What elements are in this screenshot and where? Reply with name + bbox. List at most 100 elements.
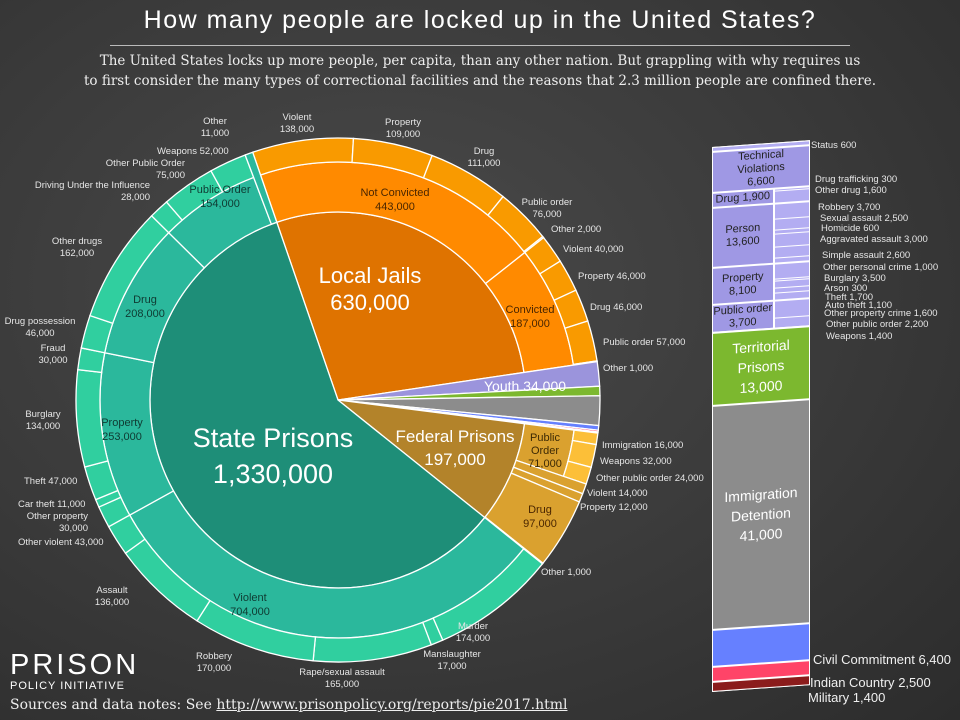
label-property: Property 109,000 — [385, 117, 421, 141]
label-value: 2,000 — [577, 224, 602, 235]
label-value: 11,000 — [57, 499, 86, 510]
label-robbery: Robbery 3,700 — [818, 202, 880, 214]
label-value: 1,600 — [913, 308, 938, 319]
label-value: 32,000 — [642, 456, 672, 467]
label-value: 24,000 — [674, 473, 704, 484]
technical-violations-label: Technical Violations — [737, 147, 785, 176]
label-weapons: Weapons 32,000 — [600, 456, 672, 468]
label-violent: Violent 14,000 — [587, 488, 648, 500]
label-sexual-assault: Sexual assault 2,500 — [820, 213, 908, 225]
label-property: Property 253,000 — [101, 416, 143, 444]
youth-property-value: 8,100 — [728, 283, 757, 298]
label-state-prisons: State Prisons 1,330,000 — [193, 420, 354, 492]
label-burglary: Burglary 3,500 — [824, 273, 886, 285]
label-name: State Prisons — [192, 423, 354, 453]
label-other: Other 2,000 — [551, 224, 601, 236]
label-name: Other property crime — [824, 308, 912, 319]
label-value: 6,400 — [918, 652, 952, 667]
label-name: Sexual assault — [820, 213, 882, 224]
label-name: Other drugs — [51, 236, 103, 247]
label-name: Robbery — [196, 651, 232, 662]
immigration-value: 41,000 — [739, 525, 783, 545]
label-civil-commitment: Civil Commitment 6,400 — [813, 652, 951, 667]
label-name: Other violent — [18, 537, 72, 548]
label-drug-trafficking: Drug trafficking 300 — [815, 174, 897, 186]
label-name: Burglary — [25, 409, 61, 420]
youth-drug-label: Drug 1,900 — [715, 189, 770, 206]
label-value: 2,500 — [884, 213, 909, 224]
detail-bar: Technical Violations 6,600 Drug 1,900 Pe… — [712, 140, 810, 693]
bar-youth-burglary — [774, 262, 809, 279]
label-value: 165,000 — [324, 679, 360, 690]
label-name: Drug trafficking — [815, 174, 879, 185]
label-name: Driving Under the Influence — [34, 180, 150, 191]
territorial-label: Territorial Prisons — [732, 336, 790, 376]
label-name: Public order — [603, 337, 654, 348]
label-value: 162,000 — [59, 248, 95, 259]
label-public-order: Public order 76,000 — [522, 197, 573, 221]
label-name: Other — [551, 224, 575, 235]
label-value: 1,100 — [868, 300, 893, 311]
label-value: 1,330,000 — [212, 459, 334, 489]
label-name: Car theft — [18, 499, 55, 510]
label-value: 28,000 — [120, 192, 150, 203]
label-value: 46,000 — [616, 271, 646, 282]
title-divider — [110, 45, 850, 46]
label-other: Other 1,000 — [603, 363, 653, 375]
label-drug-possession: Drug possession 46,000 — [5, 316, 76, 340]
label-drug: Drug 97,000 — [523, 503, 557, 531]
label-name: Drug — [590, 302, 611, 313]
label-car-theft: Car theft 11,000 — [18, 499, 85, 511]
label-weapons: Weapons 1,400 — [826, 331, 892, 343]
bar-youth-other-property-crime — [774, 291, 809, 300]
label-other-public-order: Other public order 24,000 — [596, 473, 704, 485]
label-status: Status 600 — [811, 140, 856, 152]
label-value: 47,000 — [48, 476, 78, 487]
label-name: Status — [811, 140, 838, 151]
sources-link[interactable]: http://www.prisonpolicy.org/reports/pie2… — [216, 697, 568, 713]
label-name: Other drug — [815, 185, 861, 196]
label-value: 12,000 — [618, 502, 648, 513]
label-name: Property — [385, 117, 421, 128]
page-title: How many people are locked up in the Uni… — [143, 6, 817, 34]
label-name: Other — [203, 116, 227, 127]
label-arson: Arson 300 — [824, 283, 867, 295]
label-value: 46,000 — [25, 328, 55, 339]
label-value: 97,000 — [523, 518, 557, 530]
label-value: 30,000 — [58, 523, 88, 534]
label-drug: Drug 46,000 — [590, 302, 642, 314]
label-name: Convicted — [505, 304, 555, 316]
label-value: 52,000 — [199, 146, 229, 157]
bar-youth-other-public-order — [774, 299, 809, 318]
label-value: 1,700 — [849, 292, 874, 303]
label-local-jails: Local Jails 630,000 — [319, 262, 422, 316]
label-name: Assault — [96, 585, 128, 596]
label-value: 3,000 — [903, 234, 928, 245]
subtitle-line-1: The United States locks up more people, … — [99, 53, 861, 69]
label-name: Federal Prisons — [395, 427, 515, 446]
label-name: Public Order — [189, 184, 251, 196]
label-name: Other — [603, 363, 627, 374]
label-value: 40,000 — [594, 244, 624, 255]
bar-youth-aggravated-assault — [774, 232, 809, 247]
label-value: 443,000 — [375, 201, 415, 213]
bar-civil-commitment — [713, 624, 809, 666]
youth-person-value: 13,600 — [725, 234, 760, 249]
label-value: 2,200 — [904, 319, 929, 330]
label-name: Violent — [563, 244, 592, 255]
label-other-public-order: Other Public Order 75,000 — [106, 158, 185, 182]
label-other: Other 11,000 — [201, 116, 229, 140]
label-name: Theft — [24, 476, 46, 487]
label-name: Drug — [473, 146, 495, 157]
label-name: Public Order — [530, 432, 560, 457]
label-indian-country: Indian Country 2,500 — [810, 675, 931, 690]
bar-youth-weapons — [774, 315, 809, 328]
label-rape-sexual-assault: Rape/sexual assault 165,000 — [299, 667, 385, 691]
label-value: 43,000 — [74, 537, 104, 548]
bar-youth-public-order: Public order 3,700 — [713, 299, 809, 333]
label-name: Auto theft — [825, 300, 866, 311]
pie-segment-state-prisons-other — [244, 151, 278, 226]
label-value: 253,000 — [102, 431, 142, 443]
label-simple-assault: Simple assault 2,600 — [822, 250, 910, 262]
